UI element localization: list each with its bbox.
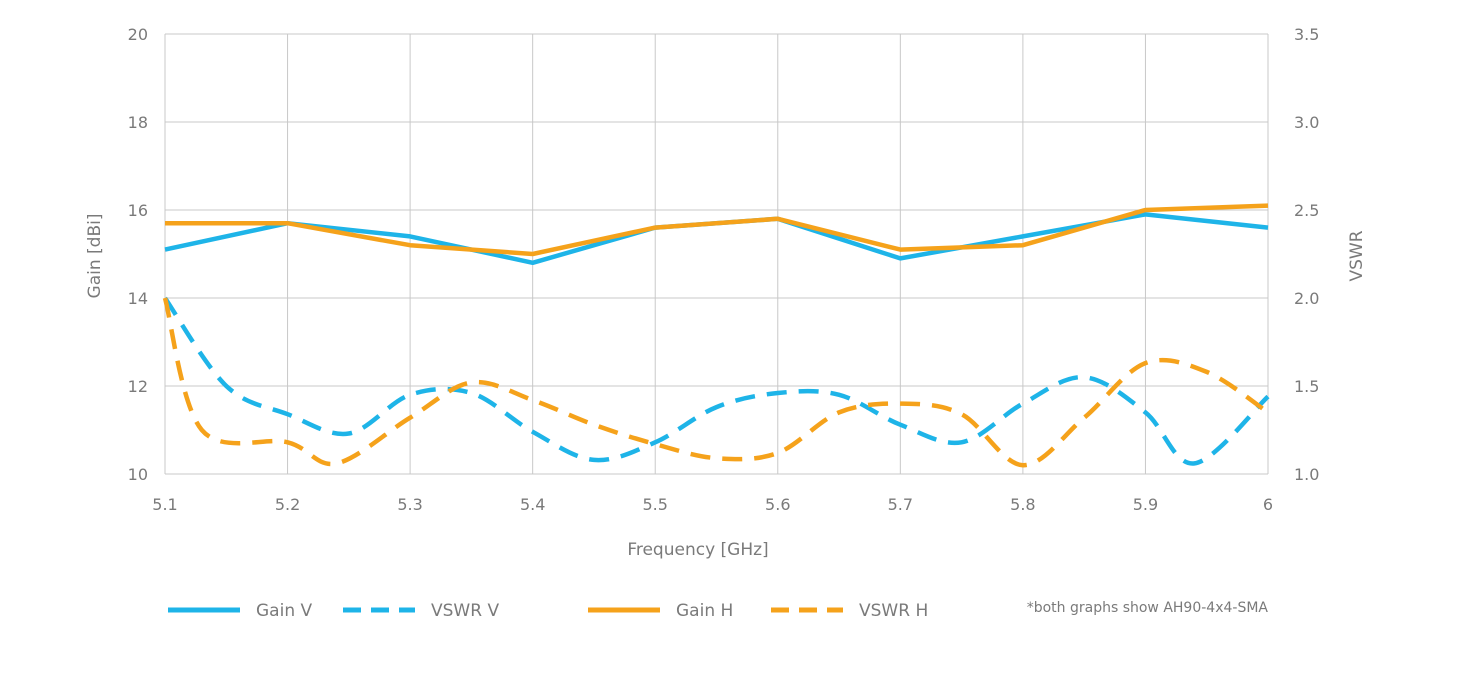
x-tick-label: 5.7: [888, 495, 913, 514]
y-axis-left-title: Gain [dBi]: [85, 214, 105, 299]
x-tick-label: 5.1: [152, 495, 177, 514]
y-left-tick-label: 18: [128, 113, 148, 132]
x-tick-label: 5.5: [642, 495, 667, 514]
legend-label: VSWR V: [431, 601, 499, 621]
series-vswr-v: [163, 296, 1270, 466]
x-tick-label: 5.6: [765, 495, 790, 514]
footnote: *both graphs show AH90-4x4-SMA: [1027, 600, 1269, 616]
series-vswr-h: [162, 297, 1270, 468]
y-right-tick-label: 2.0: [1294, 289, 1319, 308]
y-right-tick-label: 3.5: [1294, 25, 1319, 44]
x-axis-title: Frequency [GHz]: [627, 540, 768, 560]
y-left-tick-label: 14: [128, 289, 148, 308]
legend-label: VSWR H: [859, 601, 928, 621]
x-tick-label: 5.8: [1010, 495, 1035, 514]
x-tick-label: 5.9: [1133, 495, 1158, 514]
legend: Gain V VSWR V Gain H VSWR H: [168, 601, 928, 621]
y-right-tick-label: 1.0: [1294, 465, 1319, 484]
y-right-tick-label: 1.5: [1294, 377, 1319, 396]
x-tick-label: 6: [1263, 495, 1273, 514]
series-layer: [162, 203, 1270, 468]
y-right-tick-label: 3.0: [1294, 113, 1319, 132]
ticks: 5.1 5.2 5.3 5.4 5.5 5.6 5.7 5.8 5.9 6 10 12 14 16 18 20…: [128, 25, 1320, 514]
series-gain-h: [165, 203, 1269, 257]
legend-label: Gain H: [676, 601, 733, 621]
grid: [164, 33, 1269, 475]
x-tick-label: 5.4: [520, 495, 545, 514]
y-left-tick-label: 16: [128, 201, 148, 220]
y-left-tick-label: 20: [128, 25, 148, 44]
y-left-tick-label: 10: [128, 465, 148, 484]
y-right-tick-label: 2.5: [1294, 201, 1319, 220]
y-axis-right-title: VSWR: [1347, 230, 1367, 281]
x-tick-label: 5.2: [275, 495, 300, 514]
x-tick-label: 5.3: [397, 495, 422, 514]
legend-label: Gain V: [256, 601, 312, 621]
y-left-tick-label: 12: [128, 377, 148, 396]
